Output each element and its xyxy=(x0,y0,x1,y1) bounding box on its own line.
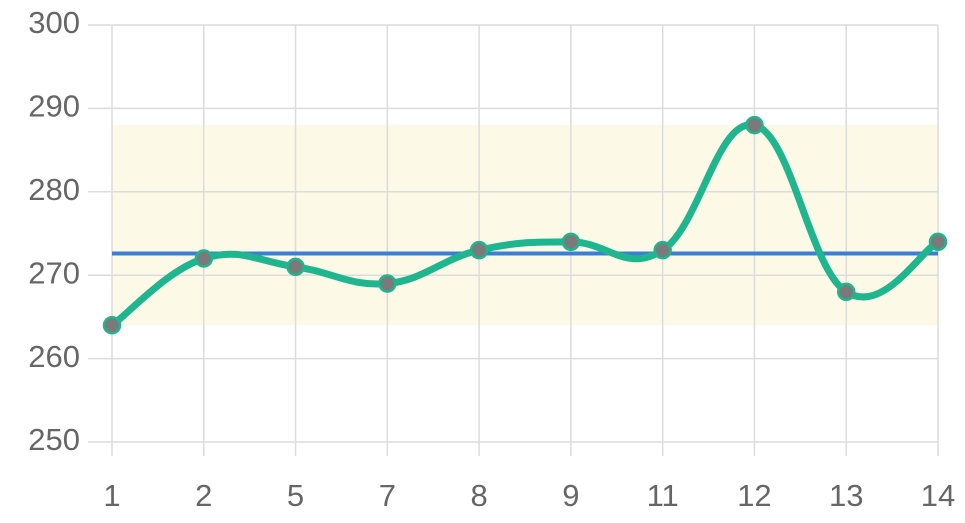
y-tick-label: 280 xyxy=(28,172,80,207)
data-point xyxy=(194,249,214,268)
x-tick-label: 11 xyxy=(647,478,679,513)
y-tick-label: 300 xyxy=(28,5,80,40)
data-point xyxy=(102,315,122,335)
x-tick-label: 5 xyxy=(287,478,304,513)
x-tick-label: 1 xyxy=(103,478,120,513)
y-tick-label: 270 xyxy=(28,255,80,290)
data-point xyxy=(745,115,764,135)
data-point xyxy=(928,232,948,252)
y-tick-label: 290 xyxy=(28,89,80,124)
data-point xyxy=(653,240,672,260)
x-tick-label: 12 xyxy=(737,478,771,513)
data-point xyxy=(561,232,581,252)
y-tick-label: 250 xyxy=(28,422,80,457)
x-tick-label: 13 xyxy=(829,478,863,513)
data-point xyxy=(286,257,305,277)
reference-band xyxy=(112,125,938,326)
data-point xyxy=(378,274,397,293)
data-point xyxy=(836,282,856,302)
data-point xyxy=(469,240,489,260)
x-tick-label: 9 xyxy=(562,478,579,513)
x-tick-label: 8 xyxy=(470,478,487,513)
x-tick-label: 7 xyxy=(379,478,396,513)
x-tick-label: 14 xyxy=(921,478,955,513)
x-tick-label: 2 xyxy=(195,478,212,513)
y-tick-label: 260 xyxy=(28,339,80,374)
